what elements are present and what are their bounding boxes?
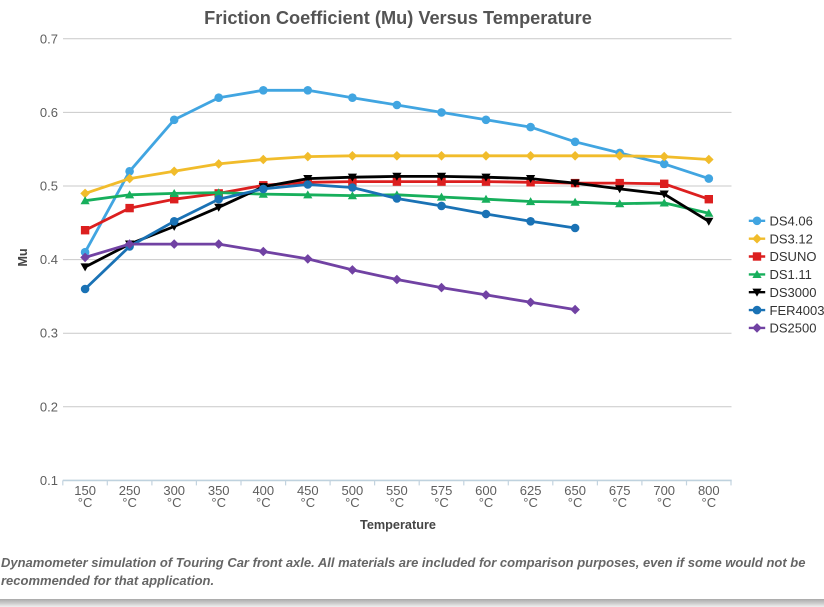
svg-text:°C: °C [122,495,137,510]
svg-text:Mu: Mu [16,248,30,266]
svg-text:0.3: 0.3 [40,326,58,341]
svg-text:°C: °C [434,495,449,510]
svg-text:Temperature: Temperature [360,518,436,532]
svg-text:DS3000: DS3000 [770,285,817,300]
svg-text:575: 575 [431,483,453,498]
svg-text:DS1.11: DS1.11 [770,267,812,282]
svg-text:400: 400 [252,483,274,498]
svg-text:°C: °C [256,495,271,510]
svg-text:800: 800 [698,483,720,498]
svg-text:Friction Coefficient (Mu) Vers: Friction Coefficient (Mu) Versus Tempera… [204,8,592,28]
svg-text:°C: °C [523,495,538,510]
svg-text:675: 675 [609,483,631,498]
svg-text:DS4.06: DS4.06 [770,214,813,229]
svg-text:DS2500: DS2500 [770,321,817,336]
svg-text:°C: °C [568,495,583,510]
svg-text:650: 650 [564,483,586,498]
svg-text:DSUNO: DSUNO [770,249,817,264]
svg-text:°C: °C [78,495,93,510]
svg-text:0.7: 0.7 [40,31,58,46]
svg-text:°C: °C [345,495,360,510]
svg-text:FER4003: FER4003 [770,303,824,318]
svg-text:°C: °C [301,495,316,510]
svg-text:625: 625 [520,483,542,498]
svg-text:350: 350 [208,483,230,498]
svg-text:°C: °C [479,495,494,510]
svg-text:250: 250 [119,483,141,498]
svg-text:0.1: 0.1 [40,473,58,488]
svg-text:0.2: 0.2 [40,399,58,414]
svg-text:°C: °C [657,495,672,510]
svg-text:700: 700 [653,483,675,498]
svg-text:500: 500 [342,483,364,498]
svg-text:°C: °C [211,495,226,510]
svg-text:°C: °C [612,495,627,510]
svg-text:°C: °C [390,495,405,510]
svg-text:600: 600 [475,483,497,498]
svg-text:°C: °C [702,495,717,510]
svg-text:DS3.12: DS3.12 [770,231,813,246]
svg-text:550: 550 [386,483,408,498]
svg-text:0.6: 0.6 [40,105,58,120]
svg-text:150: 150 [74,483,96,498]
svg-text:300: 300 [163,483,185,498]
svg-text:450: 450 [297,483,319,498]
svg-text:°C: °C [167,495,182,510]
svg-text:0.4: 0.4 [40,252,58,267]
svg-text:0.5: 0.5 [40,179,58,194]
